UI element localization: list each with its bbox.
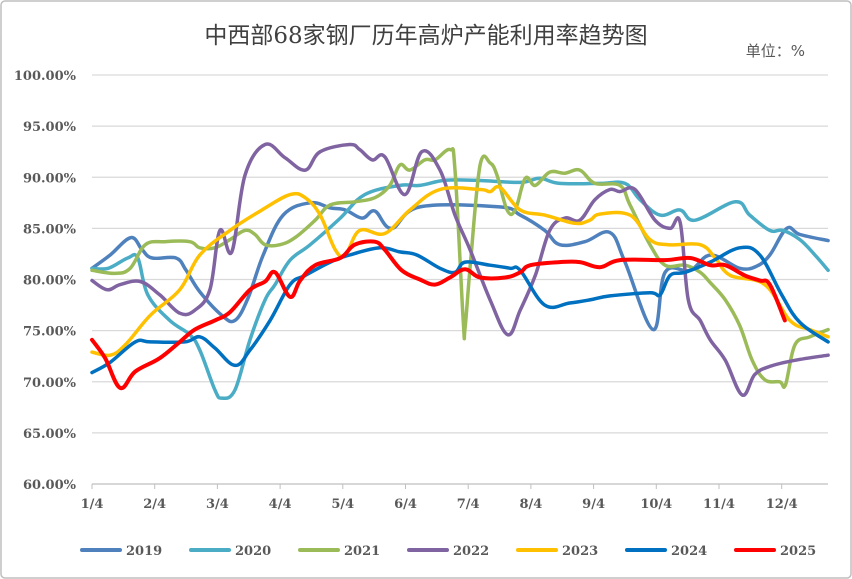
legend-label: 2022 (453, 544, 489, 559)
x-tick-label: 5/4 (331, 497, 354, 512)
legend-label: 2023 (562, 544, 598, 559)
x-tick-label: 10/4 (640, 497, 672, 512)
legend-item-2019: 2019 (80, 544, 162, 559)
y-tick-label: 75.00% (23, 325, 77, 340)
legend-item-2021: 2021 (298, 544, 380, 559)
y-tick-label: 70.00% (23, 376, 77, 391)
x-tick-label: 12/4 (766, 497, 798, 512)
legend-item-2022: 2022 (407, 544, 489, 559)
y-tick-label: 85.00% (23, 222, 77, 237)
y-tick-label: 80.00% (23, 274, 77, 289)
x-tick-label: 4/4 (269, 497, 292, 512)
y-tick-label: 100.00% (14, 69, 77, 84)
x-axis: 1/4 2/4 3/4 4/4 5/4 6/4 7/4 8/4 9/4 10/4 11/4 12/4 (81, 483, 828, 512)
x-tick-label: 7/4 (457, 497, 480, 512)
legend: 2019 2020 2021 2022 2023 2024 2025 (80, 544, 816, 559)
legend-label: 2020 (235, 544, 271, 559)
unit-label: 单位：% (746, 42, 805, 60)
x-tick-label: 6/4 (394, 497, 417, 512)
y-tick-label: 90.00% (23, 171, 77, 186)
x-tick-label: 2/4 (143, 497, 166, 512)
series-lines (90, 142, 830, 401)
legend-label: 2019 (126, 544, 162, 559)
x-tick-label: 3/4 (206, 497, 229, 512)
legend-label: 2021 (344, 544, 380, 559)
chart-title: 中西部68家钢厂历年高炉产能利用率趋势图 (204, 23, 647, 49)
x-tick-label: 1/4 (81, 497, 104, 512)
legend-item-2020: 2020 (189, 544, 271, 559)
x-tick-label: 9/4 (582, 497, 605, 512)
y-tick-label: 95.00% (23, 120, 77, 135)
series-line-2023 (90, 184, 830, 358)
legend-item-2023: 2023 (516, 544, 598, 559)
legend-item-2025: 2025 (734, 544, 816, 559)
legend-label: 2025 (780, 544, 816, 559)
series-line-2025 (90, 239, 787, 391)
x-tick-label: 8/4 (519, 497, 542, 512)
y-axis: 60.00% 65.00% 70.00% 75.00% 80.00% 85.00% 90.0… (14, 69, 77, 493)
legend-item-2024: 2024 (625, 544, 707, 559)
y-tick-label: 65.00% (23, 427, 77, 442)
x-tick-label: 11/4 (703, 497, 735, 512)
y-tick-label: 60.00% (23, 478, 77, 493)
legend-label: 2024 (671, 544, 707, 559)
